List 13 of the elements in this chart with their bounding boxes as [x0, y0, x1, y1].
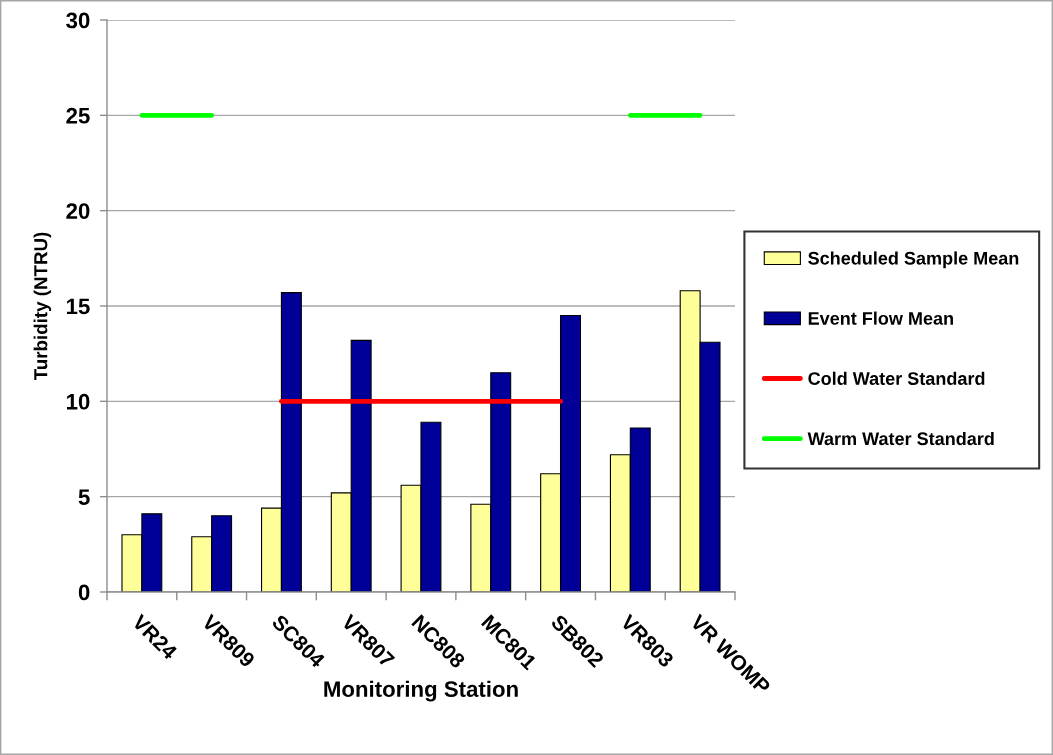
legend-label: Scheduled Sample Mean [808, 251, 1019, 269]
y-axis-title: Turbidity (NTRU) [33, 232, 52, 381]
y-tick-label: 10 [67, 393, 90, 410]
y-tick-label: 20 [66, 203, 90, 219]
y-tick-label: 25 [66, 107, 90, 124]
legend-label: Warm Water Standard [807, 431, 994, 446]
legend-label: Event Flow Mean [808, 311, 953, 325]
y-tick-label: 0 [78, 584, 90, 601]
y-tick-label: 15 [67, 298, 90, 315]
legend-label: Cold Water Standard [808, 371, 985, 385]
y-tick-label: 30 [66, 12, 90, 29]
y-tick-label: 5 [78, 489, 90, 505]
x-axis-title: Monitoring Station [324, 680, 518, 702]
